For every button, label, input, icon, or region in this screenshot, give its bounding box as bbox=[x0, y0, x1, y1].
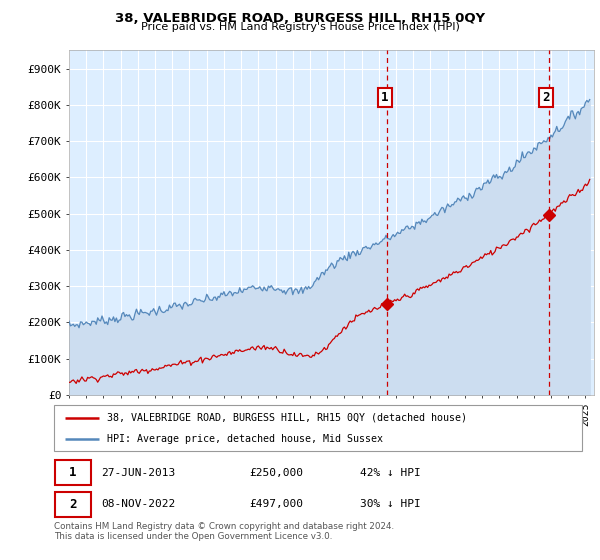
FancyBboxPatch shape bbox=[55, 492, 91, 517]
Text: 08-NOV-2022: 08-NOV-2022 bbox=[101, 499, 176, 509]
Text: 1: 1 bbox=[381, 91, 389, 104]
Text: Price paid vs. HM Land Registry's House Price Index (HPI): Price paid vs. HM Land Registry's House … bbox=[140, 22, 460, 32]
Text: £250,000: £250,000 bbox=[250, 468, 304, 478]
Text: 27-JUN-2013: 27-JUN-2013 bbox=[101, 468, 176, 478]
Text: £497,000: £497,000 bbox=[250, 499, 304, 509]
Text: 1: 1 bbox=[69, 466, 77, 479]
Text: 38, VALEBRIDGE ROAD, BURGESS HILL, RH15 0QY (detached house): 38, VALEBRIDGE ROAD, BURGESS HILL, RH15 … bbox=[107, 413, 467, 423]
FancyBboxPatch shape bbox=[55, 460, 91, 486]
Text: Contains HM Land Registry data © Crown copyright and database right 2024.
This d: Contains HM Land Registry data © Crown c… bbox=[54, 522, 394, 542]
FancyBboxPatch shape bbox=[54, 405, 582, 451]
Text: 42% ↓ HPI: 42% ↓ HPI bbox=[360, 468, 421, 478]
Text: 30% ↓ HPI: 30% ↓ HPI bbox=[360, 499, 421, 509]
Text: 2: 2 bbox=[69, 498, 77, 511]
Text: 38, VALEBRIDGE ROAD, BURGESS HILL, RH15 0QY: 38, VALEBRIDGE ROAD, BURGESS HILL, RH15 … bbox=[115, 12, 485, 25]
Text: 2: 2 bbox=[542, 91, 550, 104]
Text: HPI: Average price, detached house, Mid Sussex: HPI: Average price, detached house, Mid … bbox=[107, 435, 383, 444]
